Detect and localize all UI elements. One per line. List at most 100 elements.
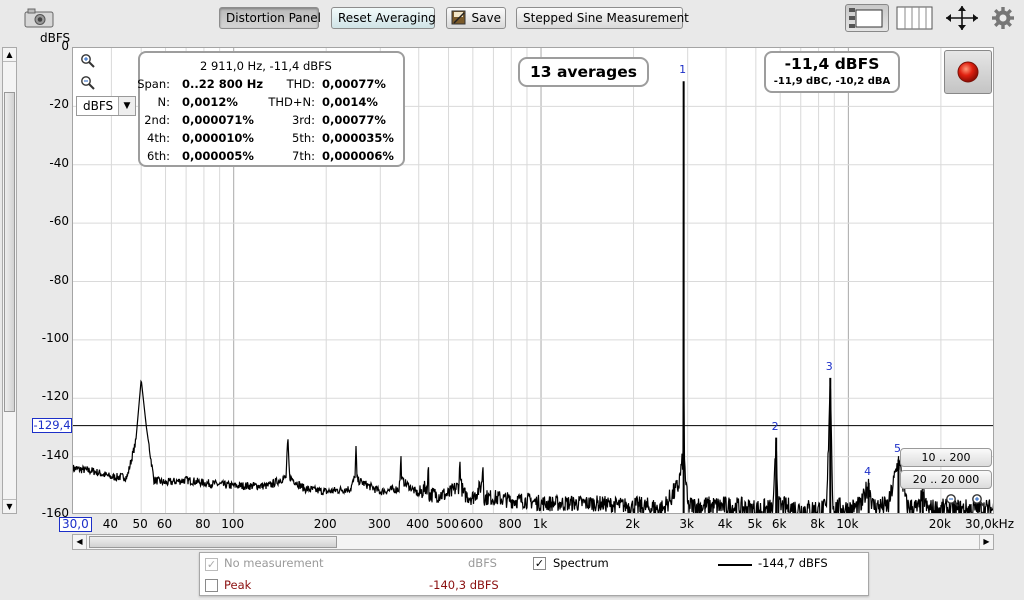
h6-label: 6th:: [147, 149, 170, 163]
x-tick-label: 6k: [771, 517, 787, 531]
peak-checkbox[interactable]: [205, 579, 218, 592]
zoom-in-icon[interactable]: [970, 492, 986, 508]
x-tick-label: 60: [156, 517, 173, 531]
harmonic-label-5: 5: [893, 441, 901, 455]
x-tick-label: 100: [221, 517, 245, 531]
zoom-out-icon[interactable]: [80, 75, 96, 91]
x-tick-label: 8k: [810, 517, 825, 531]
horizontal-scrollbar[interactable]: ◀ ▶: [72, 534, 994, 550]
x-tick-label: 4k: [717, 517, 733, 531]
x-tick-label: 2k: [625, 517, 640, 531]
noise-label: N:: [157, 95, 170, 109]
peak-value: -140,3 dBFS: [429, 578, 499, 592]
x-tick-label: 3k: [679, 517, 694, 531]
fit-arrows-icon[interactable]: [944, 5, 980, 31]
spectrum-checkbox[interactable]: ✓: [533, 557, 546, 570]
x-tick-label[interactable]: 30,0kHz: [965, 517, 1014, 531]
harmonic-label-3: 3: [825, 359, 833, 373]
spectrum-plot[interactable]: [72, 47, 994, 514]
x-tick-label: 50: [132, 517, 148, 531]
peak-readout: 2 911,0 Hz, -11,4 dBFS: [200, 59, 332, 73]
scroll-down-arrow[interactable]: ▼: [3, 499, 16, 513]
save-button[interactable]: Save: [446, 7, 506, 29]
spectrum-label: Spectrum: [553, 556, 609, 570]
x-tick-label: 40: [102, 517, 119, 531]
averages-badge: 13 averages: [518, 57, 649, 87]
reset-averaging-button[interactable]: Reset Averaging: [331, 7, 436, 29]
spectrum-value: -144,7 dBFS: [758, 556, 828, 570]
x-tick-label: 600: [460, 517, 484, 531]
no-measurement-label: No measurement: [224, 556, 324, 570]
x-tick-label: 500: [436, 517, 459, 531]
h7-value: 0,000006%: [322, 149, 394, 163]
no-measurement-checkbox: ✓: [205, 558, 218, 571]
unit-select[interactable]: dBFS ▼: [76, 96, 136, 116]
h3-value: 0,00077%: [322, 113, 386, 127]
h3-label: 3rd:: [291, 113, 315, 127]
h2-label: 2nd:: [144, 113, 170, 127]
x-tick-label[interactable]: 30,0: [59, 517, 92, 532]
zoom-preset-20-20000[interactable]: 20 .. 20 000: [900, 470, 992, 489]
harmonic-label-4: 4: [864, 464, 872, 478]
h6-value: 0,000005%: [182, 149, 254, 163]
layout-grid-icon[interactable]: [896, 6, 933, 30]
vertical-scrollbar[interactable]: ▲ ▼: [2, 47, 17, 514]
thdn-label: THD+N:: [268, 95, 315, 109]
y-tick-label: -160: [41, 506, 69, 520]
record-button[interactable]: [944, 50, 992, 94]
record-icon: [957, 61, 979, 83]
zoom-in-icon[interactable]: [80, 53, 96, 69]
x-tick-label: 20k: [928, 517, 951, 531]
legend-panel: ✓ No measurement dBFS ✓ Spectrum -144,7 …: [199, 552, 869, 596]
zoom-out-icon[interactable]: [944, 492, 960, 508]
x-tick-label: 800: [498, 517, 522, 531]
scroll-right-arrow[interactable]: ▶: [979, 535, 993, 549]
save-label: Save: [471, 11, 501, 25]
thd-value: 0,00077%: [322, 77, 386, 91]
distortion-panel-button[interactable]: Distortion Panel: [219, 7, 321, 29]
cursor-level-label[interactable]: -129,4: [32, 418, 72, 433]
y-tick-label: -60: [49, 214, 69, 229]
h5-value: 0,000035%: [322, 131, 394, 145]
y-tick-label: -80: [49, 272, 69, 287]
x-tick-label: 300: [367, 517, 391, 531]
h5-label: 5th:: [292, 131, 315, 145]
x-tick-label: 400: [406, 517, 430, 531]
stepped-sine-button[interactable]: Stepped Sine Measurement: [516, 7, 689, 29]
noise-value: 0,0012%: [182, 95, 238, 109]
x-tick-label: 80: [195, 517, 211, 531]
camera-icon[interactable]: [24, 8, 54, 28]
no-measurement-unit: dBFS: [468, 556, 497, 570]
harmonic-label-1: 1: [679, 63, 687, 77]
unit-select-value: dBFS: [83, 99, 114, 113]
x-tick-label: 200: [313, 517, 337, 531]
thd-label: THD:: [286, 77, 315, 91]
averages-text: 13 averages: [530, 63, 637, 81]
x-tick-label: 1k: [532, 517, 548, 531]
scroll-up-arrow[interactable]: ▲: [3, 48, 16, 62]
span-value: 0..22 800 Hz: [182, 77, 264, 91]
layout-single-icon[interactable]: [845, 4, 889, 32]
peak-label: Peak: [224, 578, 252, 592]
y-tick-label: 0: [61, 39, 69, 53]
distortion-stats-panel: 2 911,0 Hz, -11,4 dBFS Span: 0..22 800 H…: [137, 51, 405, 167]
level-weighted: -11,9 dBC, -10,2 dBA: [773, 76, 891, 87]
save-icon: [451, 10, 466, 25]
x-tick-label: 10k: [836, 517, 859, 531]
zoom-preset-10-200[interactable]: 10 .. 200: [900, 448, 992, 467]
h7-label: 7th:: [292, 149, 315, 163]
scroll-thumb[interactable]: [89, 536, 337, 548]
h4-label: 4th:: [147, 131, 170, 145]
span-label: Span:: [137, 77, 170, 91]
y-tick-label: -20: [49, 97, 69, 112]
y-unit-label: dBFS: [40, 31, 71, 45]
scroll-left-arrow[interactable]: ◀: [73, 535, 87, 549]
level-main: -11,4 dBFS: [784, 55, 880, 73]
scroll-thumb[interactable]: [4, 92, 15, 412]
y-tick-label: -120: [41, 389, 69, 404]
gear-icon[interactable]: [991, 6, 1015, 30]
chevron-down-icon: ▼: [118, 97, 135, 115]
thdn-value: 0,0014%: [322, 95, 378, 109]
spectrum-series-line: [73, 190, 993, 513]
spectrum-line-swatch: [718, 564, 752, 566]
